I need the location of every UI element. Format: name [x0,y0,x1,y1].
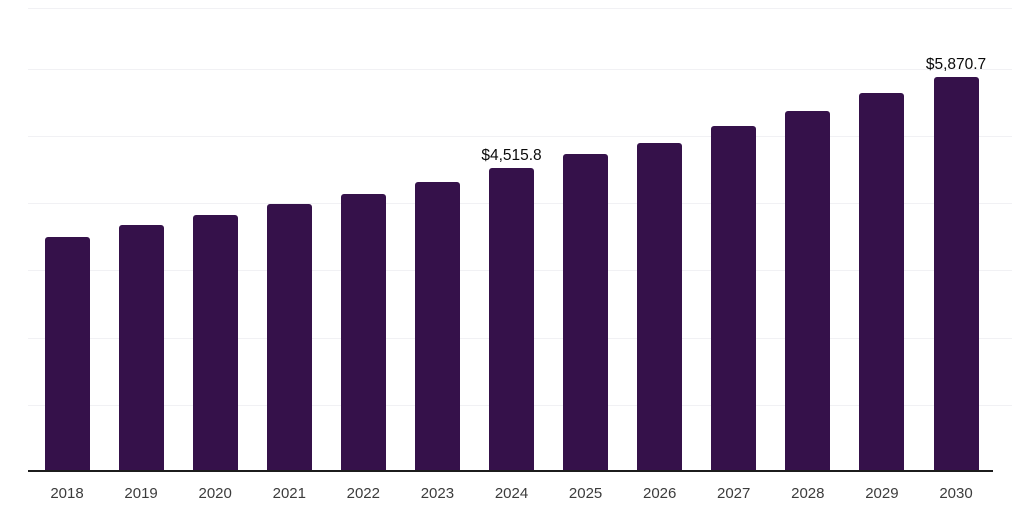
gridline [28,69,1012,70]
bar-2019[interactable] [118,225,164,472]
value-label-2030: $5,870.7 [925,56,987,74]
bar-2020[interactable] [192,215,238,472]
x-tick-2018: 2018 [50,485,84,502]
x-tick-2020: 2020 [198,485,232,502]
bar-2025[interactable] [563,154,609,472]
bar-2030[interactable] [933,77,979,472]
gridline [28,136,1012,137]
x-tick-2021: 2021 [272,485,306,502]
gridline [28,8,1012,9]
x-tick-2022: 2022 [346,485,380,502]
bar-2022[interactable] [340,194,386,472]
x-tick-2027: 2027 [717,485,751,502]
bar-2027[interactable] [711,126,757,472]
bar-2018[interactable] [44,237,90,472]
bar-2029[interactable] [859,93,905,472]
x-tick-2029: 2029 [865,485,899,502]
x-axis-line [28,470,993,472]
bar-2023[interactable] [414,182,460,472]
bar-2021[interactable] [266,204,312,472]
x-tick-2025: 2025 [568,485,603,502]
value-label-2024: $4,515.8 [481,147,542,165]
bar-2028[interactable] [785,110,831,472]
x-tick-2028: 2028 [791,485,825,502]
x-tick-2023: 2023 [420,485,455,502]
x-tick-2030: 2030 [939,485,973,502]
bar-2026[interactable] [637,142,683,472]
bar-2024[interactable] [489,168,534,472]
x-tick-2026: 2026 [643,485,677,502]
x-tick-2019: 2019 [124,485,158,502]
x-tick-2024: 2024 [494,485,529,502]
